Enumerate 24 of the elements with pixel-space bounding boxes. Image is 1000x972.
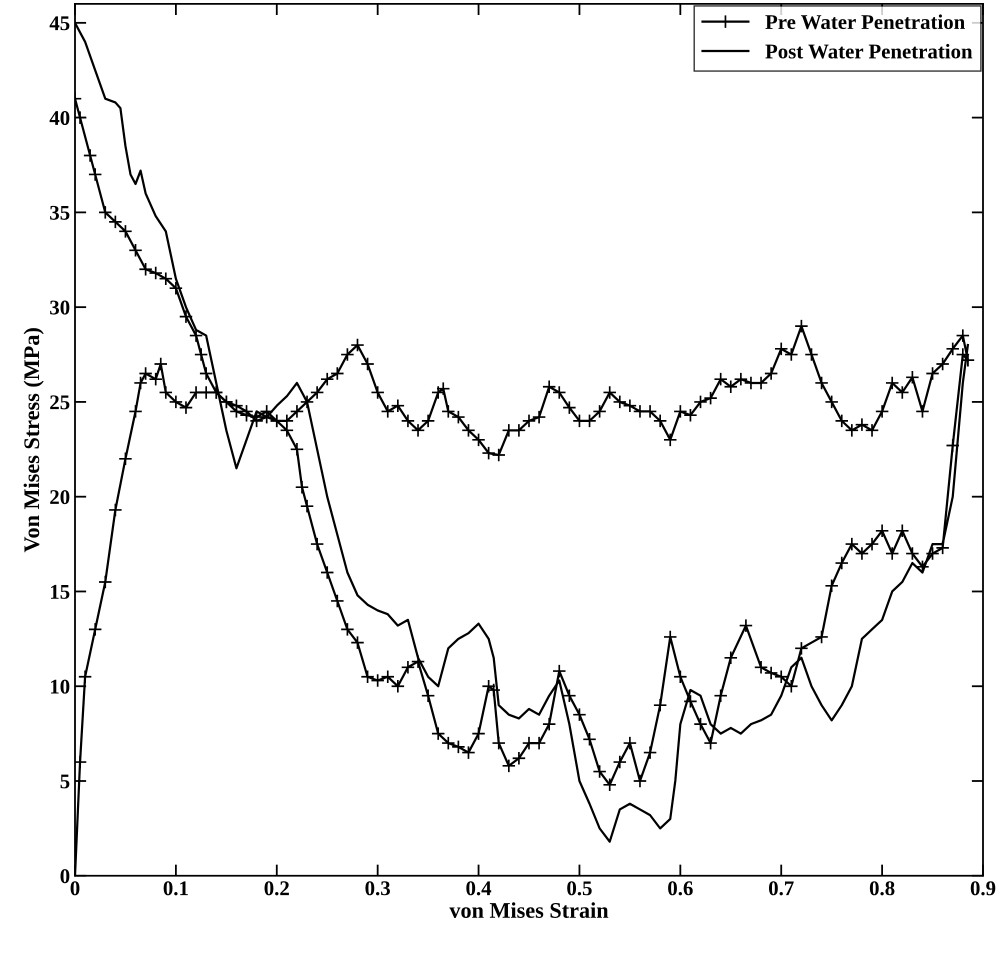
x-tick-label: 0.9 — [970, 881, 996, 896]
y-tick-label: 15 — [50, 584, 70, 599]
x-tick-label: 0.2 — [264, 881, 289, 896]
y-tick-label: 5 — [60, 774, 70, 788]
x-tick-label: 0.6 — [668, 881, 693, 896]
y-tick-label: 0 — [60, 869, 70, 884]
legend-label: Pre Water Penetration — [765, 14, 965, 30]
y-tick-label: 30 — [50, 300, 70, 315]
x-tick-label: 0.4 — [466, 881, 492, 896]
y-tick-label: 25 — [50, 395, 70, 410]
x-tick-label: 0.3 — [365, 881, 390, 896]
x-axis-title: von Mises Strain — [449, 902, 608, 918]
y-axis-title: Von Mises Stress (MPa) — [24, 328, 44, 552]
y-tick-label: 20 — [50, 490, 70, 504]
x-tick-label: 0.5 — [567, 881, 592, 896]
x-tick-label: 0.8 — [870, 881, 894, 896]
y-tick-label: 35 — [50, 206, 70, 220]
x-tick-label: 0.7 — [768, 881, 794, 896]
y-tick-label: 40 — [50, 110, 70, 126]
y-tick-label: 10 — [50, 680, 70, 694]
legend-label: Post Water Penetration — [765, 44, 972, 59]
y-tick-label: 45 — [50, 16, 70, 30]
x-tick-label: 0.1 — [164, 881, 188, 896]
x-tick-label: 0 — [70, 881, 80, 896]
